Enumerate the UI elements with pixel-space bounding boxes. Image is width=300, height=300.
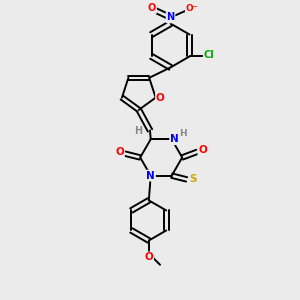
Text: N: N [170, 134, 179, 144]
Text: O: O [148, 3, 156, 13]
Text: O: O [145, 252, 153, 262]
Text: H: H [134, 126, 142, 136]
Text: Cl: Cl [204, 50, 214, 60]
Text: O: O [115, 147, 124, 157]
Text: S: S [189, 174, 197, 184]
Text: O⁻: O⁻ [186, 4, 198, 13]
Text: N: N [167, 13, 175, 22]
Text: H: H [179, 129, 187, 138]
Text: O: O [198, 145, 207, 155]
Text: N: N [146, 171, 155, 181]
Text: O: O [156, 93, 165, 103]
